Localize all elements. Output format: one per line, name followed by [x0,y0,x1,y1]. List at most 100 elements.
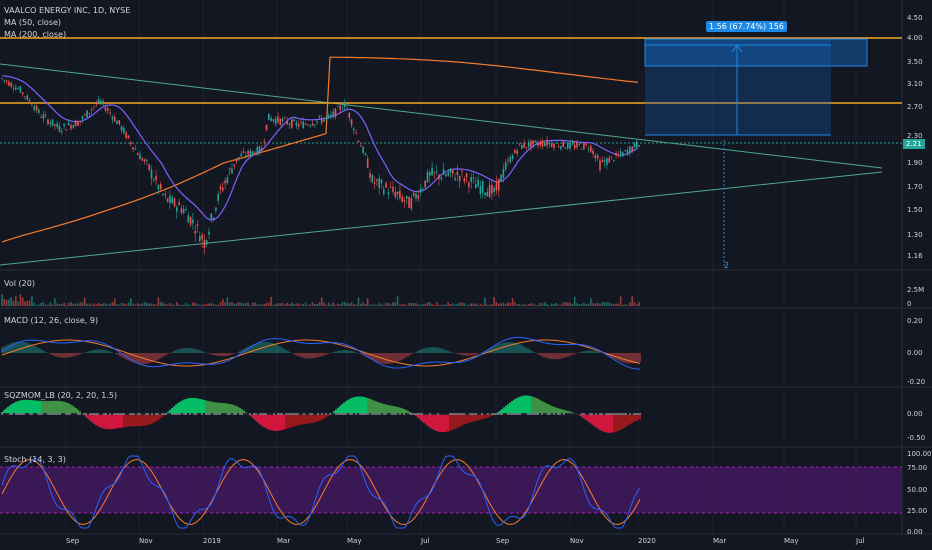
volume-bar [327,302,330,306]
sqzmom-bar [61,401,63,414]
sqzmom-bar [129,414,131,427]
sqzmom-bar [239,407,241,414]
sqzmom-bar [361,396,363,414]
squeeze-dot [459,413,461,415]
candle-body [424,180,426,188]
macd-histogram-bar [595,351,597,353]
volume-bar [74,303,77,306]
squeeze-dot [189,413,191,415]
squeeze-dot [455,413,457,415]
macd-histogram-bar [415,351,417,353]
sqzmom-bar [127,414,129,427]
volume-bar [235,303,238,306]
candle-body [180,208,183,213]
sqzmom-bar [113,414,115,429]
candle-body [622,152,624,157]
squeeze-dot [113,413,115,415]
sqzmom-bar [37,400,39,414]
macd-histogram-bar [491,347,493,353]
macd-legend[interactable]: MACD (12, 26, close, 9) [4,316,99,325]
sqzmom-bar [53,400,55,414]
macd-histogram-bar [401,353,403,360]
volume-bar [500,303,502,306]
volume-bar [127,302,130,306]
sqzmom-bar [309,414,311,424]
time-tick: Sep [496,537,510,545]
sqzmom-bar [445,414,447,432]
volume-bar [3,299,6,306]
macd-histogram-bar [233,353,235,354]
measure-label[interactable]: 1.56 (67.74%) 156 [706,21,787,32]
sqzmom-bar [19,400,21,414]
macd-histogram-bar [341,350,343,353]
squeeze-dot [427,413,429,415]
stoch-legend[interactable]: Stoch (14, 3, 3) [4,455,66,464]
sqzmom-bar [333,411,335,414]
squeeze-dot [509,413,511,415]
ma200-line [1,56,639,243]
sqzmom-legend[interactable]: SQZMOM_LB (20, 2, 20, 1.5) [4,391,118,400]
sqzmom-bar [131,414,133,427]
sqzmom-bar [625,414,627,427]
candle-body [479,186,482,194]
sqzmom-bar [115,414,117,429]
squeeze-dot [529,413,531,415]
sqzmom-bar [415,414,417,417]
candle-body [72,125,75,128]
squeeze-dot [279,413,281,415]
squeeze-dot [117,413,119,415]
squeeze-dot [513,413,515,415]
sqzmom-bar [513,399,515,414]
candle-body [567,142,569,149]
volume-bar [109,303,111,306]
squeeze-dot [429,413,431,415]
squeeze-dot [259,413,261,415]
sqzmom-bar [39,400,41,414]
sqzmom-bar [275,414,277,431]
ma50-legend[interactable]: MA (50, close) [4,18,62,27]
candle-body [254,152,256,155]
macd-histogram-bar [481,352,483,353]
candle-body [544,143,546,146]
candle-body [548,143,551,145]
volume-bar [72,303,75,306]
sqzmom-bar [503,407,505,414]
candle-body [562,141,564,147]
volume-bar [291,302,293,306]
squeeze-dot [151,413,153,415]
volume-bar [47,304,49,306]
sqzmom-bar [337,407,339,414]
sqzmom-bar [157,414,159,421]
macd-histogram-bar [633,353,635,364]
volume-bar [475,303,477,306]
candle-body [61,131,63,133]
candle-body [396,191,399,195]
candle-body [488,185,491,197]
candle-body [576,142,578,148]
candle-body [325,117,328,119]
candle-body [272,119,275,122]
squeeze-dot [241,413,243,415]
sqzmom-bar [473,414,475,422]
volume-bar [440,304,443,306]
volume-bar [504,303,507,306]
volume-bar [576,303,578,306]
squeeze-dot [345,413,347,415]
candle-body [408,197,410,209]
candle-body [187,215,190,223]
squeeze-dot [327,413,329,415]
volume-bar [438,304,440,306]
sqzmom-bar [73,406,75,414]
squeeze-dot [317,413,319,415]
squeeze-dot [321,413,323,415]
ma200-legend[interactable]: MA (200, close) [4,30,67,39]
candle-body [475,184,477,189]
sqzmom-bar [229,404,231,414]
squeeze-dot [403,413,405,415]
squeeze-dot [135,413,137,415]
sqzmom-bar [297,414,299,426]
candle-body [242,151,245,153]
macd-histogram-bar [377,353,379,363]
vol-legend[interactable]: Vol (20) [4,279,35,288]
